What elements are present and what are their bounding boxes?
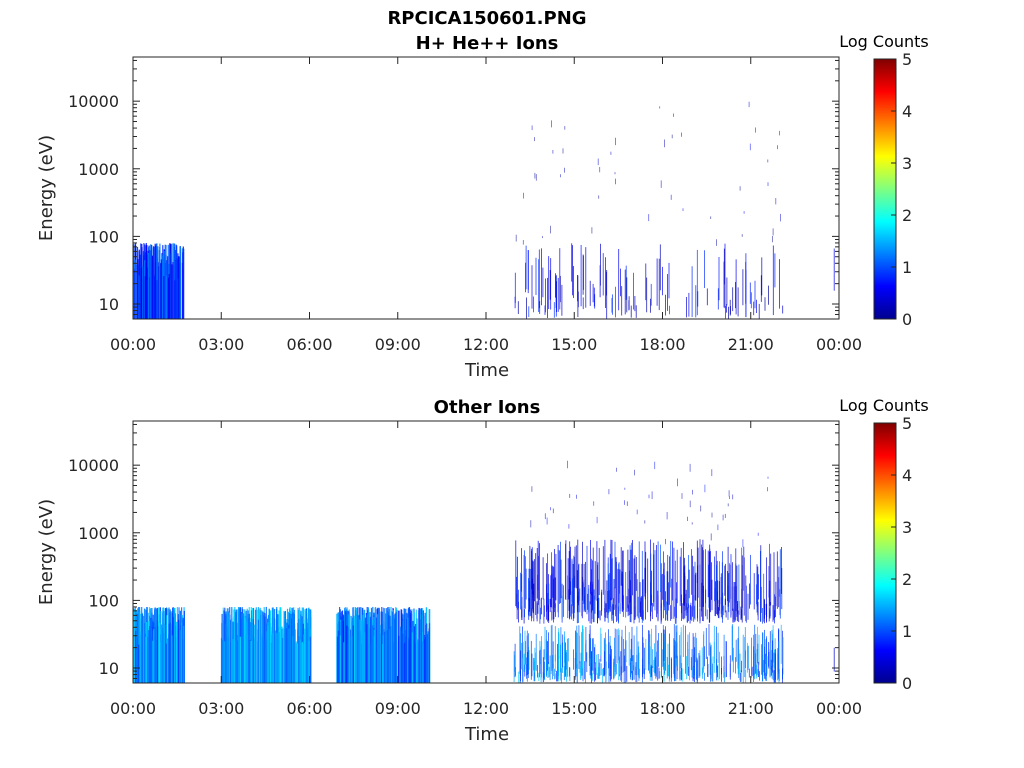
colorbar-tick-label: 4 [902,466,912,485]
colorbar-tick-label: 1 [902,622,912,641]
x-tick-label: 21:00 [728,699,774,718]
y-tick-label: 1000 [78,524,119,543]
figure-title: RPCICA150601.PNG [387,8,586,29]
axis-ticks [132,57,840,320]
panel-title: Other Ions [434,397,541,418]
colorbar-label: Log Counts [839,396,929,415]
spectrogram-marks [133,460,835,683]
x-tick-label: 06:00 [286,335,332,354]
colorbar-tick-label: 0 [902,674,912,693]
colorbar-tick-label: 1 [902,258,912,277]
x-tick-label: 00:00 [110,335,156,354]
colorbar-gradient [873,422,897,684]
x-tick-label: 03:00 [198,699,244,718]
panel-title: H+ He++ Ions [416,33,559,54]
colorbar-tick-label: 3 [902,518,912,537]
x-tick-label: 15:00 [551,699,597,718]
colorbar-gradient [873,58,897,320]
x-tick-label: 12:00 [463,335,509,354]
x-tick-label: 00:00 [816,335,862,354]
x-tick-label: 15:00 [551,335,597,354]
colorbar-tick-label: 0 [902,310,912,329]
colorbar-ticks: 0 1 2 3 4 5 [891,50,912,329]
x-tick-label: 18:00 [639,699,685,718]
x-axis-label: Time [464,360,509,381]
colorbar-label: Log Counts [839,32,929,51]
x-tick-labels: 00:00 03:00 06:00 09:00 12:00 15:00 18:00 21:00… [110,335,862,354]
x-tick-label: 00:00 [816,699,862,718]
colorbar-tick-label: 2 [902,570,912,589]
colorbar: Log Counts 0 1 2 3 4 5 [839,396,929,693]
x-tick-label: 18:00 [639,335,685,354]
y-tick-label: 100 [88,227,119,246]
x-tick-label: 06:00 [286,699,332,718]
colorbar: Log Counts 0 1 2 3 4 5 [839,32,929,329]
y-axis-label: Energy (eV) [36,499,57,605]
y-tick-label: 10000 [68,456,119,475]
x-tick-label: 09:00 [375,335,421,354]
colorbar-tick-label: 5 [902,50,912,69]
x-tick-label: 09:00 [375,699,421,718]
y-axis-label: Energy (eV) [36,135,57,241]
colorbar-tick-label: 3 [902,154,912,173]
x-tick-labels: 00:00 03:00 06:00 09:00 12:00 15:00 18:00 21:00… [110,699,862,718]
x-tick-label: 21:00 [728,335,774,354]
colorbar-ticks: 0 1 2 3 4 5 [891,414,912,693]
y-tick-label: 1000 [78,160,119,179]
colorbar-tick-label: 5 [902,414,912,433]
plot-frame [132,56,840,320]
y-tick-label: 10 [99,659,119,678]
spectrogram-marks [133,101,835,319]
x-tick-label: 03:00 [198,335,244,354]
y-tick-label: 10 [99,295,119,314]
axis-ticks [132,421,840,684]
x-axis-label: Time [464,724,509,745]
y-tick-labels: 10 100 1000 10000 [68,92,119,314]
x-tick-label: 12:00 [463,699,509,718]
colorbar-tick-label: 4 [902,102,912,121]
y-tick-label: 100 [88,591,119,610]
y-tick-label: 10000 [68,92,119,111]
y-tick-labels: 10 100 1000 10000 [68,456,119,678]
x-tick-label: 00:00 [110,699,156,718]
colorbar-tick-label: 2 [902,206,912,225]
